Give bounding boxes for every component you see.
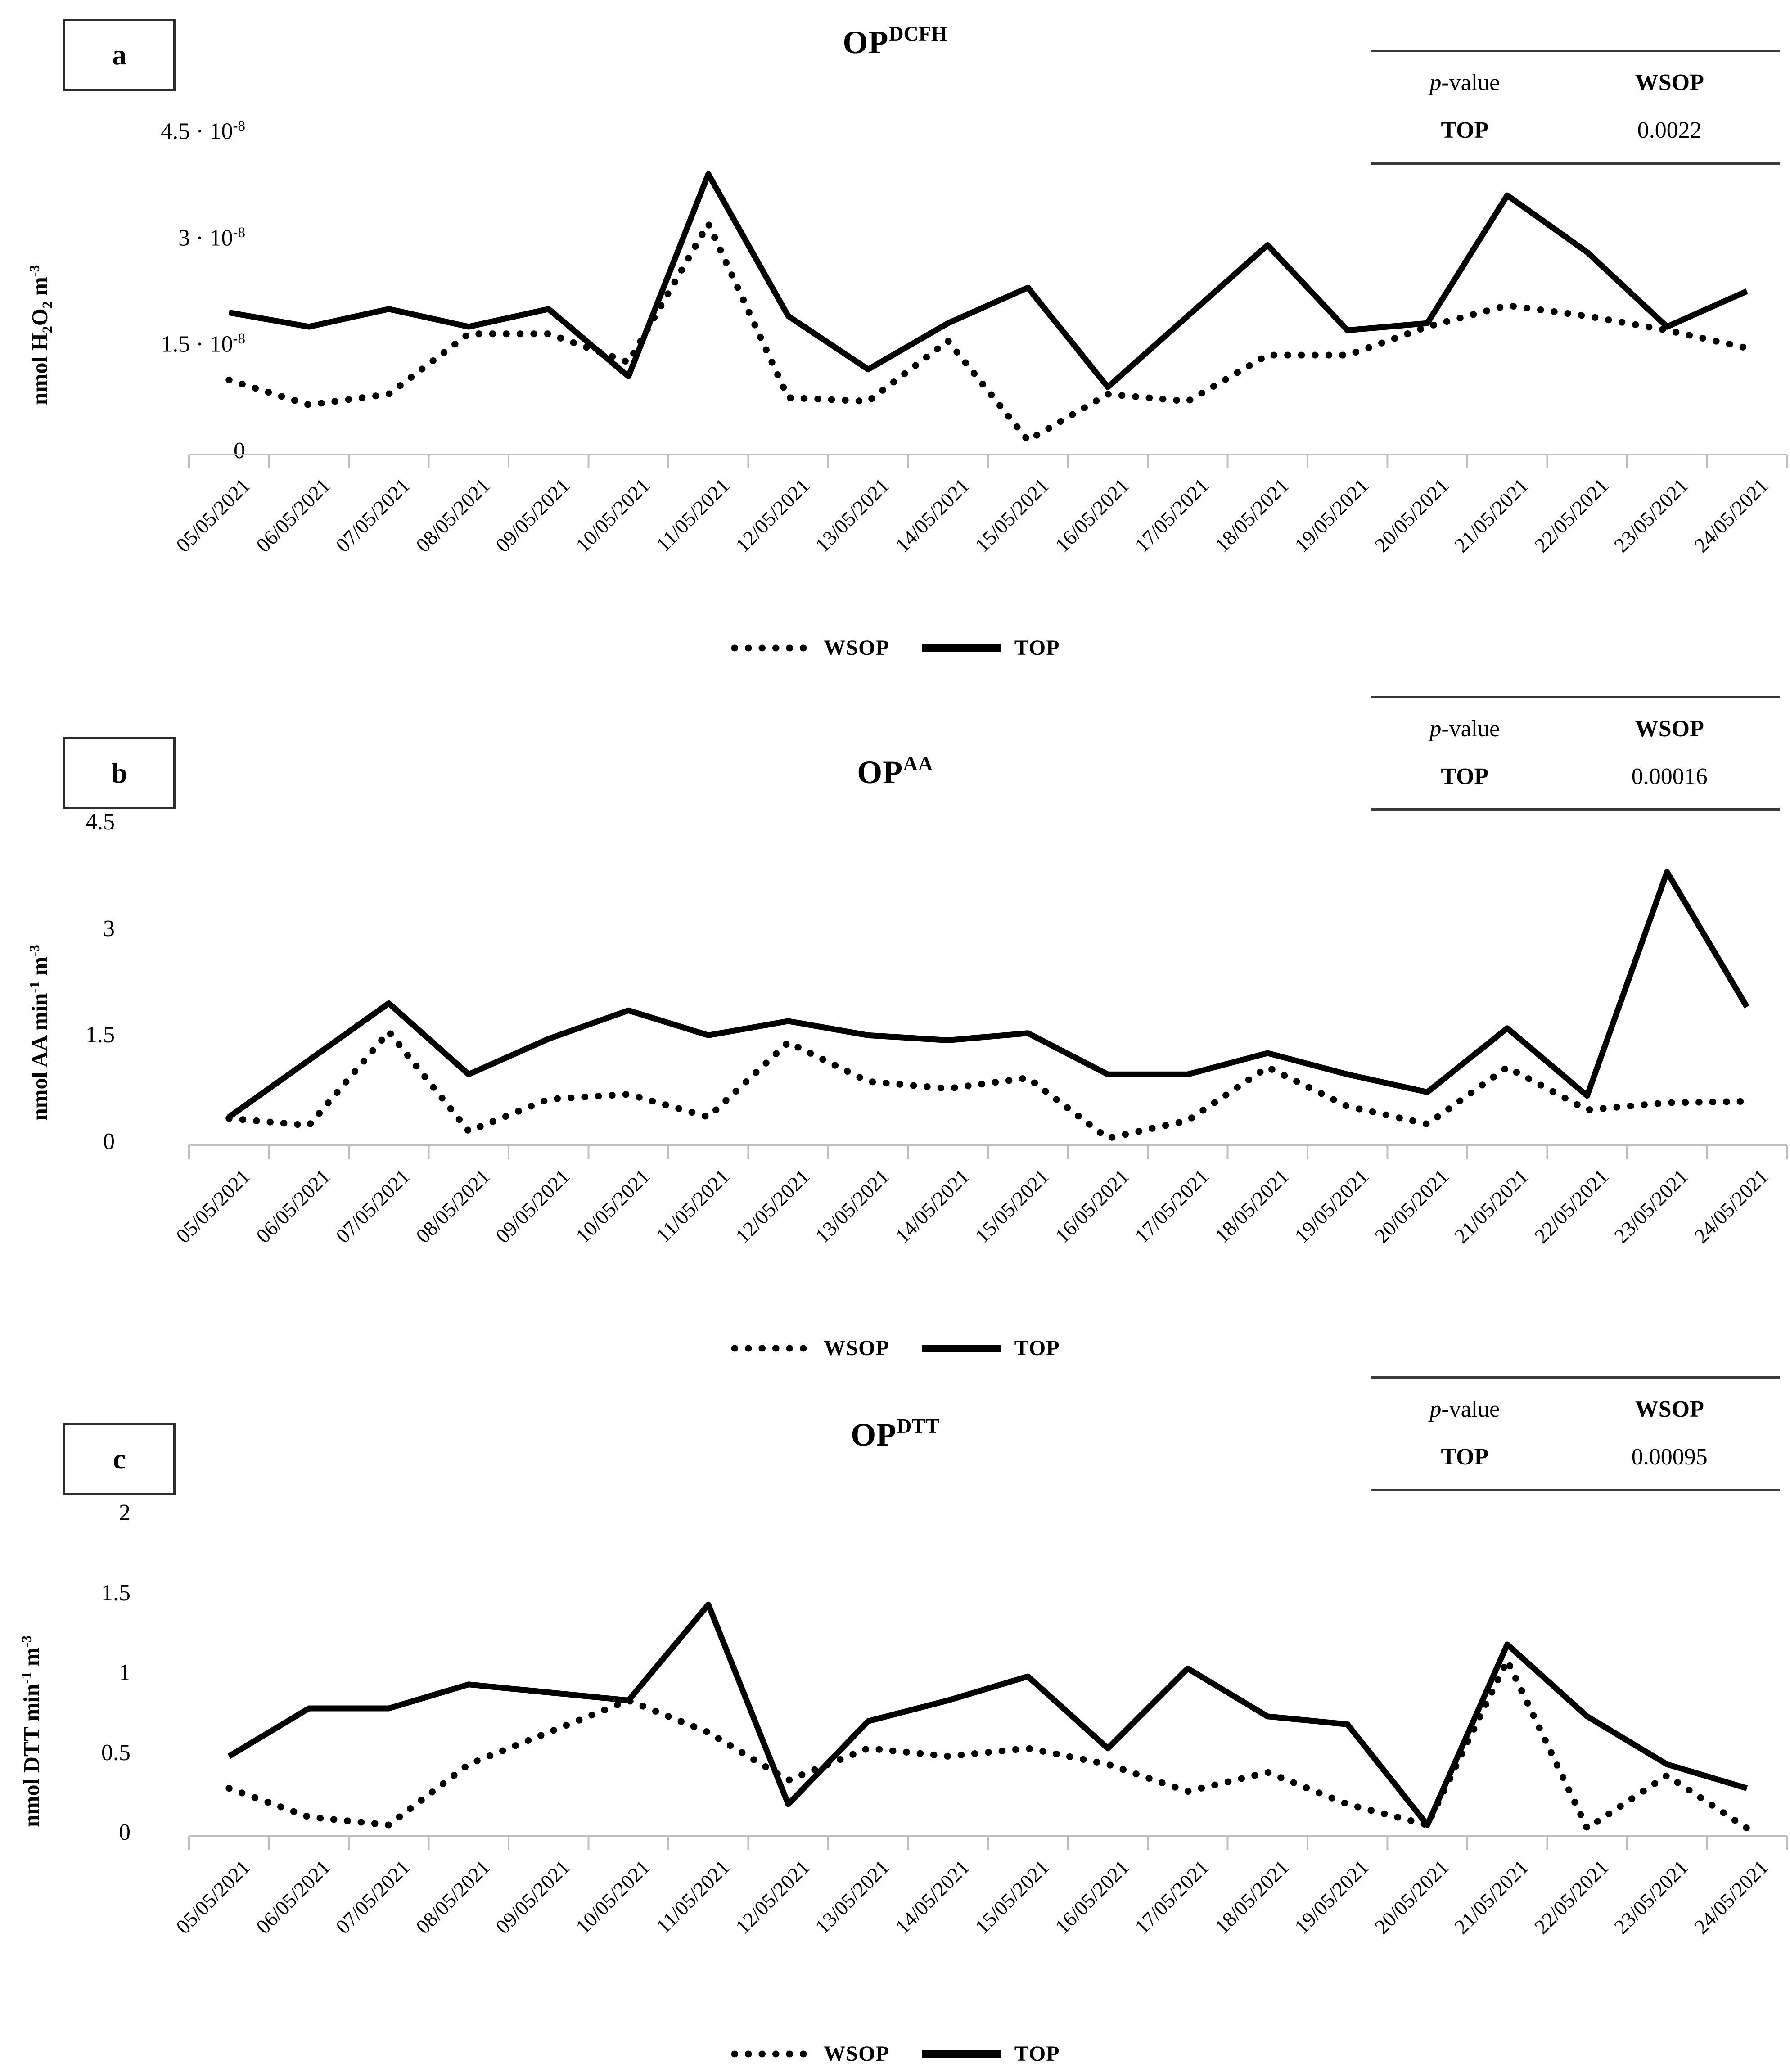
series-top <box>228 171 1748 390</box>
panel-c: c OPDTT p-value WSOP TOP 0.00095 nmol DT… <box>0 1373 1790 2072</box>
p-table-header-row: p-value WSOP <box>1371 59 1780 106</box>
legend: WSOP TOP <box>0 1336 1790 1360</box>
y-tick-label: 0.5 <box>101 1739 131 1766</box>
chart-title: OPAA <box>857 752 933 790</box>
p-table-row-label: TOP <box>1441 117 1489 143</box>
y-tick-label: 4.5 <box>86 809 115 835</box>
p-table-col-header: WSOP <box>1635 1396 1704 1422</box>
p-table-col-header: WSOP <box>1635 69 1704 95</box>
top-solid-swatch <box>921 2050 1001 2058</box>
y-tick-label: 4.5 · 10-8 <box>161 118 245 144</box>
line-chart <box>188 869 1788 1159</box>
wsop-dotted-swatch <box>731 1345 812 1351</box>
p-table-header-row: p-value WSOP <box>1371 705 1780 752</box>
legend-item-wsop: WSOP <box>730 1336 889 1360</box>
y-tick-label: 1.5 <box>101 1580 131 1606</box>
y-tick-label: 1 <box>119 1660 131 1685</box>
y-tick-label: 2 <box>119 1500 131 1526</box>
p-table-row-label: TOP <box>1441 1444 1489 1470</box>
p-italic: p <box>1429 69 1442 95</box>
p-value-table: p-value WSOP TOP 0.00095 <box>1371 1376 1780 1491</box>
legend-item-top: TOP <box>921 1336 1060 1360</box>
top-solid-swatch <box>921 644 1001 652</box>
series-top <box>227 869 1749 1120</box>
wsop-dotted-swatch <box>731 644 812 651</box>
panel-letter: c <box>113 1443 126 1475</box>
y-tick-label: 3 <box>103 915 115 941</box>
panel-b: b OPAA p-value WSOP TOP 0.00016 nmol AA … <box>0 689 1790 1373</box>
p-italic: p <box>1429 716 1442 742</box>
panel-a: a OPDCFH p-value WSOP TOP 0.0022 nmol H2… <box>0 0 1790 689</box>
chart-title: OPDCFH <box>843 22 947 60</box>
p-value-table: p-value WSOP TOP 0.00016 <box>1371 696 1780 811</box>
legend-item-wsop: WSOP <box>730 2041 889 2066</box>
p-table-col-header: WSOP <box>1635 716 1704 742</box>
y-tick-label: 0 <box>103 1129 115 1154</box>
p-table-header-row: p-value WSOP <box>1371 1385 1780 1433</box>
p-value: 0.00095 <box>1631 1444 1708 1470</box>
panel-letter-box: c <box>63 1423 176 1495</box>
y-tick-label: 1.5 <box>86 1022 115 1048</box>
p-table-value-row: TOP 0.0022 <box>1371 106 1780 154</box>
panel-letter-box: a <box>63 19 176 91</box>
y-tick-label: 3 · 10-8 <box>178 224 245 251</box>
legend-item-top: TOP <box>921 635 1060 660</box>
p-table-value-row: TOP 0.00016 <box>1371 752 1780 800</box>
y-tick-label: 0 <box>234 438 245 464</box>
legend-item-top: TOP <box>921 2041 1060 2066</box>
p-italic: p <box>1429 1396 1442 1422</box>
wsop-dotted-swatch <box>731 2050 812 2057</box>
panel-letter-box: b <box>63 737 176 809</box>
series-wsop <box>225 1657 1750 1832</box>
p-value-table: p-value WSOP TOP 0.0022 <box>1371 50 1780 165</box>
panel-letter: b <box>111 757 127 789</box>
legend: WSOP TOP <box>0 2041 1790 2066</box>
p-table-value-row: TOP 0.00095 <box>1371 1433 1780 1481</box>
line-chart <box>188 1601 1788 1850</box>
chart-title: OPDTT <box>851 1414 939 1453</box>
series-top <box>227 1601 1748 1828</box>
legend-item-wsop: WSOP <box>730 635 889 660</box>
y-tick-label: 0 <box>119 1820 131 1845</box>
panel-letter: a <box>112 39 126 71</box>
p-value: 0.0022 <box>1637 117 1702 143</box>
series-wsop <box>225 1028 1750 1142</box>
p-table-row-label: TOP <box>1441 763 1489 789</box>
p-value: 0.00016 <box>1631 763 1708 789</box>
y-tick-label: 1.5 · 10-8 <box>161 331 245 357</box>
series-wsop <box>225 220 1750 444</box>
legend: WSOP TOP <box>0 635 1790 660</box>
line-chart <box>188 171 1788 468</box>
top-solid-swatch <box>921 1344 1001 1352</box>
